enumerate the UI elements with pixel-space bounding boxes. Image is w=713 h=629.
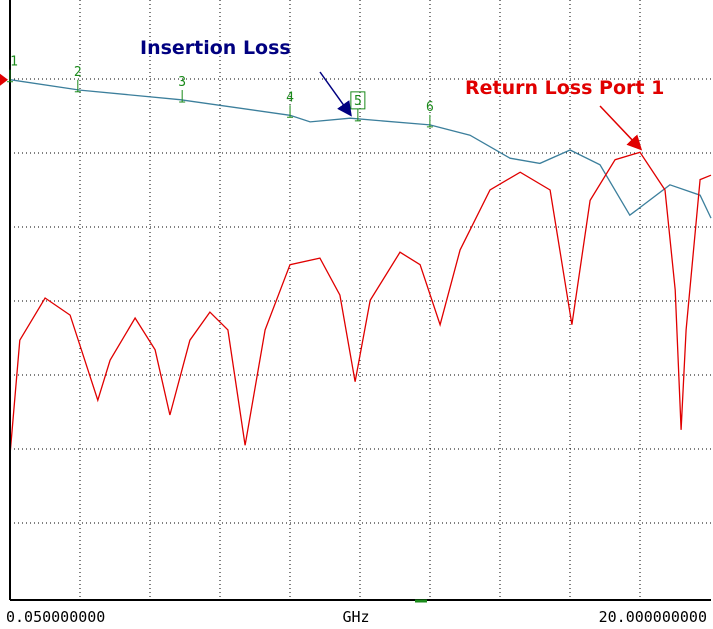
marker-label: 5	[354, 94, 362, 109]
x-axis-unit: GHz	[342, 608, 369, 626]
marker-label: 4	[286, 90, 294, 105]
reference-marker	[0, 73, 8, 86]
marker-label: 3	[178, 75, 186, 90]
trace	[9, 151, 712, 455]
marker-label: 2	[74, 65, 82, 80]
grid	[10, 0, 711, 600]
traces	[9, 79, 712, 455]
annotation: Return Loss Port 1	[465, 77, 664, 99]
annotation: Insertion Loss	[140, 37, 291, 59]
trace	[9, 79, 712, 219]
x-tick-label: 20.000000000	[599, 608, 707, 626]
x-tick-label: 0.050000000	[6, 608, 105, 626]
marker-label: 6	[426, 100, 434, 115]
annotation-arrow	[319, 71, 352, 117]
annotation-arrow	[599, 105, 643, 151]
marker-label: 1	[10, 55, 18, 70]
